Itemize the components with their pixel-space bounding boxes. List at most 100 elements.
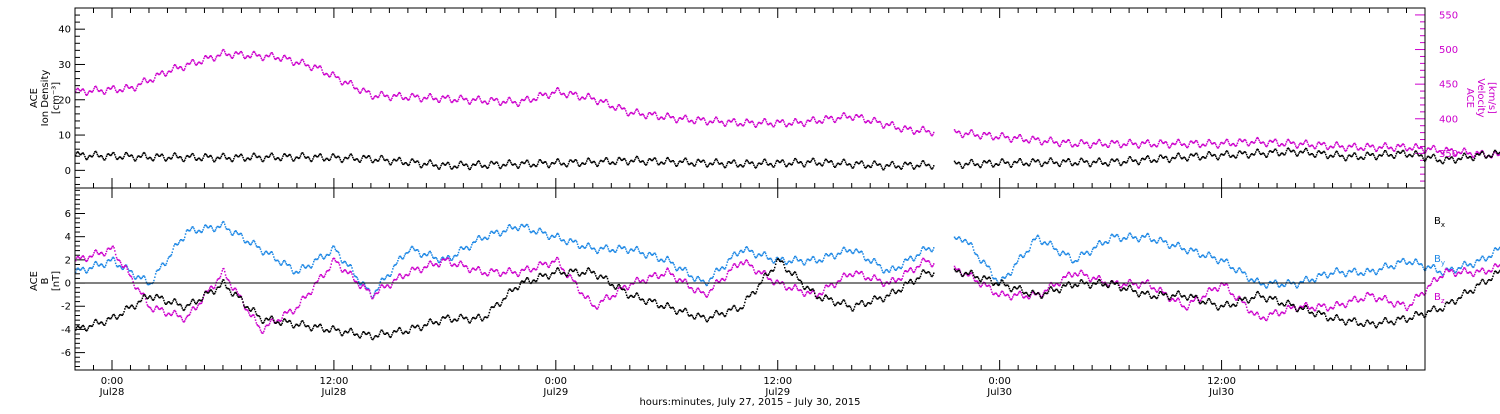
velocity-point [836,119,838,121]
By-point [784,261,786,263]
velocity-point [1412,148,1414,150]
velocity-point [524,99,526,101]
By-point [193,228,195,230]
By-point [797,259,799,261]
density-point [370,157,372,159]
velocity-point [1042,143,1044,145]
velocity-point [338,77,340,79]
velocity-point [470,102,472,104]
density-point [664,162,666,164]
density-point [397,159,399,161]
velocity-point [978,136,980,138]
velocity-point [725,125,727,127]
velocity-point [806,121,808,123]
velocity-point [1356,146,1358,148]
density-point [536,165,538,167]
velocity-point [765,119,767,121]
By-point [184,237,186,239]
density-point [1117,159,1119,161]
density-point [342,161,344,163]
density-point [736,165,738,167]
density-point [567,165,569,167]
density-point [802,163,804,165]
density-point [1285,152,1287,154]
density-point [181,157,183,159]
density-point [914,168,916,170]
density-point [752,163,754,165]
By-point [192,226,194,228]
velocity-point [409,98,411,100]
velocity-point [216,56,218,58]
velocity-point [1129,139,1131,141]
velocity-point [692,120,694,122]
velocity-point [1395,148,1397,150]
density-point [1157,160,1159,162]
density-point [1254,153,1256,155]
velocity-point [175,65,177,67]
velocity-point [413,94,415,96]
density-point [387,159,389,161]
velocity-point [260,56,262,58]
By-point [330,252,332,254]
velocity-point [312,68,314,70]
velocity-point [1352,146,1354,148]
density-point [735,162,737,164]
By-point [567,243,569,245]
velocity-point [285,56,287,58]
By-point [598,252,600,254]
density-point [1392,155,1394,157]
By-point [688,274,690,276]
density-point [175,153,177,155]
velocity-point [87,94,89,96]
velocity-point [431,96,433,98]
velocity-point [254,52,256,54]
velocity-point [559,90,561,92]
density-point [233,158,235,160]
velocity-point [549,96,551,98]
velocity-point [752,122,754,124]
velocity-point [220,54,222,56]
velocity-point [1021,138,1023,140]
velocity-point [1405,148,1407,150]
velocity-point [422,99,424,101]
By-point [377,289,379,291]
density-point [854,164,856,166]
velocity-point [585,97,587,99]
By-point [657,259,659,261]
density-point [516,166,518,168]
velocity-point [214,60,216,62]
velocity-point [608,104,610,106]
density-point [1249,156,1251,158]
density-point [929,165,931,167]
velocity-point [736,123,738,125]
density-point [1496,151,1498,153]
density-point [1396,153,1398,155]
velocity-point [595,101,597,103]
density-point [933,165,935,167]
density-point [428,161,430,163]
density-point [1352,154,1354,156]
By-point [334,246,336,248]
velocity-point [538,95,540,97]
velocity-point [589,94,591,96]
By-point [586,245,588,247]
By-point [528,226,530,228]
density-point [836,165,838,167]
density-point [1003,160,1005,162]
velocity-point [1118,142,1120,144]
By-point [232,234,234,236]
velocity-point [291,62,293,64]
density-point [1091,163,1093,165]
density-point [1097,159,1099,161]
velocity-point [1365,146,1367,148]
velocity-point [480,100,482,102]
velocity-point [84,92,86,94]
velocity-point [449,97,451,99]
velocity-point [291,60,293,62]
velocity-point [273,56,275,58]
density-point [960,164,962,166]
velocity-point [203,58,205,60]
density-point [678,163,680,165]
velocity-point [554,92,556,94]
By-point [617,247,619,249]
